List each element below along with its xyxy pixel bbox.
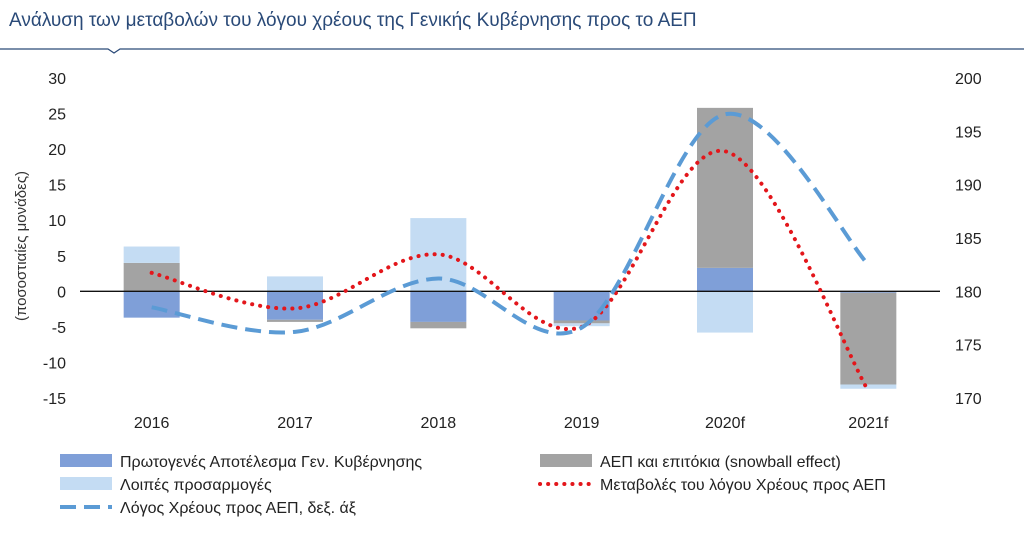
bar-1-2017 (267, 319, 323, 322)
bar-1-2016 (123, 262, 180, 292)
bar-2-2019 (553, 323, 610, 327)
y-tick-label: 10 (48, 213, 66, 230)
legend-swatch (540, 454, 592, 467)
bar-2-2021f (840, 384, 897, 389)
bar-0-2018 (410, 291, 467, 322)
lines (149, 111, 871, 393)
bar-2-2017 (267, 276, 323, 292)
y-tick-label: -5 (52, 320, 66, 337)
bar-0-2021f (840, 291, 897, 293)
legend-label: ΑΕΠ και επιτόκια (snowball effect) (600, 454, 841, 471)
bar-1-2018 (410, 321, 467, 329)
title-underline (0, 48, 1024, 54)
legend-label: Λοιπές προσαρμογές (120, 477, 272, 494)
y-tick-label: -10 (43, 355, 66, 372)
legend-label: Μεταβολές του λόγου Χρέους προς ΑΕΠ (600, 477, 886, 494)
left-axis: -15 -10 -5 0 5 10 15 20 25 30 (ποσοστιαίες μονάδες… (13, 71, 66, 408)
bar-1-2019 (553, 320, 610, 324)
x-tick-label: 2018 (421, 415, 457, 432)
x-tick-label: 2020f (705, 415, 746, 432)
y2-tick-label: 190 (955, 178, 982, 195)
bar-0-2017 (267, 291, 323, 320)
y2-tick-label: 195 (955, 124, 982, 141)
x-axis: 2016 2017 2018 2019 2020f 2021f (134, 415, 889, 432)
y-tick-label: 20 (48, 142, 66, 159)
legend-label: Πρωτογενές Αποτέλεσμα Γεν. Κυβέρνησης (120, 454, 422, 471)
legend: Πρωτογενές Αποτέλεσμα Γεν. Κυβέρνησης ΑΕΠ… (60, 454, 886, 517)
y-tick-label: 15 (48, 178, 66, 195)
bar-2-2016 (123, 246, 180, 263)
y-tick-label: 5 (57, 249, 66, 266)
y2-tick-label: 175 (955, 338, 982, 355)
y-tick-label: 30 (48, 71, 66, 88)
bar-0-2019 (553, 291, 610, 321)
y-tick-label: -15 (43, 391, 66, 408)
x-tick-label: 2021f (848, 415, 889, 432)
right-axis: 170 175 180 185 190 195 200 (955, 71, 982, 408)
x-tick-label: 2017 (277, 415, 313, 432)
x-tick-label: 2019 (564, 415, 600, 432)
bar-1-2020f (697, 107, 753, 268)
y-tick-label: 25 (48, 107, 66, 124)
y2-tick-label: 170 (955, 391, 982, 408)
bar-0-2020f (697, 267, 753, 292)
chart-title: Ανάλυση των μεταβολών του λόγου χρέους τ… (9, 10, 697, 31)
line-1 (151, 111, 870, 336)
y-tick-label: 0 (57, 284, 66, 301)
bars (123, 107, 897, 389)
legend-swatch (60, 454, 112, 467)
line-0 (149, 149, 871, 393)
y2-tick-label: 180 (955, 284, 982, 301)
bar-0-2016 (123, 291, 180, 318)
y2-tick-label: 185 (955, 231, 982, 248)
bar-2-2020f (697, 291, 753, 333)
y2-tick-label: 200 (955, 71, 982, 88)
legend-swatch (60, 477, 112, 490)
y-axis-label: (ποσοστιαίες μονάδες) (13, 171, 30, 321)
legend-label: Λόγος Χρέους προς ΑΕΠ, δεξ. άξ (120, 500, 356, 517)
header-rule (0, 48, 1024, 54)
x-tick-label: 2016 (134, 415, 170, 432)
bar-1-2021f (840, 292, 897, 385)
